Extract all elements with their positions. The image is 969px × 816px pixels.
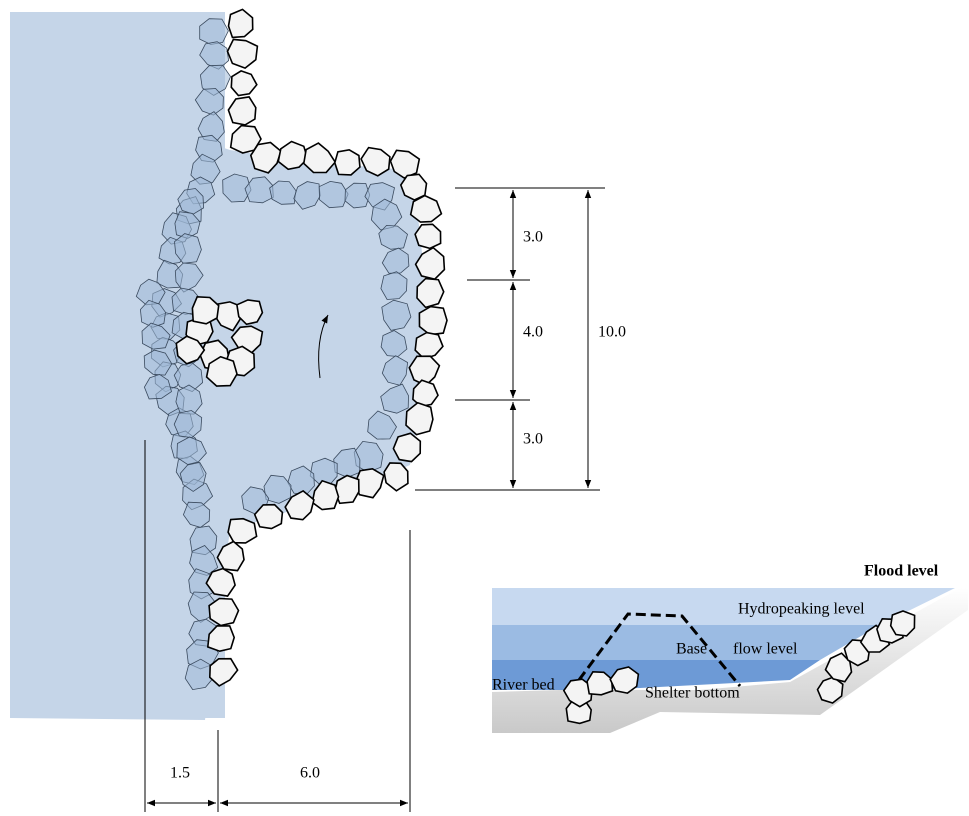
stone [418, 305, 448, 336]
stone [177, 188, 205, 215]
stone [380, 383, 409, 414]
stone [244, 176, 274, 204]
dim-label: 6.0 [300, 765, 320, 782]
stone [380, 330, 408, 357]
stone [392, 432, 422, 463]
stones [135, 8, 448, 691]
stone [333, 447, 361, 478]
stone [194, 88, 224, 116]
label: Shelter bottom [645, 685, 740, 702]
stone [173, 362, 204, 392]
label: Base [676, 641, 707, 658]
stone [311, 479, 340, 511]
stone [414, 223, 442, 250]
label: River bed [492, 677, 555, 694]
stone [139, 299, 166, 328]
shelter-water [10, 140, 425, 720]
stone [143, 373, 172, 400]
stone [414, 331, 444, 360]
stone [416, 277, 445, 309]
stone [370, 198, 403, 231]
stone [889, 610, 916, 637]
stone [206, 624, 236, 653]
stone [141, 322, 171, 350]
stone [216, 540, 245, 572]
stone [230, 70, 258, 97]
dim-label: 3.0 [523, 229, 543, 246]
stone [824, 652, 853, 683]
stone [182, 501, 211, 528]
hydro-layer [492, 625, 880, 660]
stone [381, 299, 412, 331]
stone [318, 180, 349, 209]
stone [143, 349, 173, 376]
label: flow level [733, 641, 798, 658]
stone [190, 153, 221, 185]
stone [184, 658, 214, 691]
gravel [492, 588, 968, 733]
stone [191, 295, 220, 325]
stone [208, 657, 239, 687]
stone [381, 247, 410, 274]
stone [409, 194, 443, 223]
shelter-outline [568, 612, 742, 693]
stone [189, 525, 218, 556]
stone [236, 299, 264, 326]
stone [227, 517, 258, 544]
stone [586, 670, 614, 696]
stone [263, 474, 292, 504]
label: Hydropeaking level [738, 601, 865, 618]
stone [405, 401, 434, 436]
stone [199, 18, 229, 45]
stone [287, 465, 315, 496]
stone [174, 233, 202, 264]
label: Flood level [864, 563, 939, 580]
stone [284, 489, 315, 521]
stone [175, 335, 206, 365]
stone [414, 246, 446, 281]
stone [205, 355, 238, 387]
stone [380, 271, 408, 300]
stone [179, 461, 207, 492]
flow-arrow [318, 314, 329, 379]
stone [367, 410, 397, 440]
stone [383, 462, 409, 492]
stone [253, 503, 284, 530]
stone [227, 8, 254, 39]
dim-label: 3.0 [523, 431, 543, 448]
stone [360, 146, 391, 177]
stone [333, 148, 361, 176]
flood-layer [492, 588, 955, 625]
stone [227, 96, 257, 126]
stone [381, 355, 409, 386]
stone [226, 38, 259, 70]
stone [353, 440, 384, 473]
stone [302, 142, 337, 174]
stone [174, 262, 204, 293]
dim-label: 10.0 [598, 324, 626, 341]
dim-label: 4.0 [523, 324, 543, 341]
dim-label: 1.5 [170, 765, 190, 782]
stone [176, 436, 207, 465]
stone [205, 567, 236, 597]
stone [277, 140, 309, 171]
stone [334, 474, 360, 505]
cross-section: Flood level Hydropeaking level Base flow… [492, 563, 968, 733]
stone [208, 597, 240, 627]
section-stones [562, 610, 916, 725]
stone [354, 467, 385, 499]
stone [609, 666, 640, 694]
dimensions: 3.0 4.0 3.0 10.0 1.5 6.0 [144, 187, 626, 812]
